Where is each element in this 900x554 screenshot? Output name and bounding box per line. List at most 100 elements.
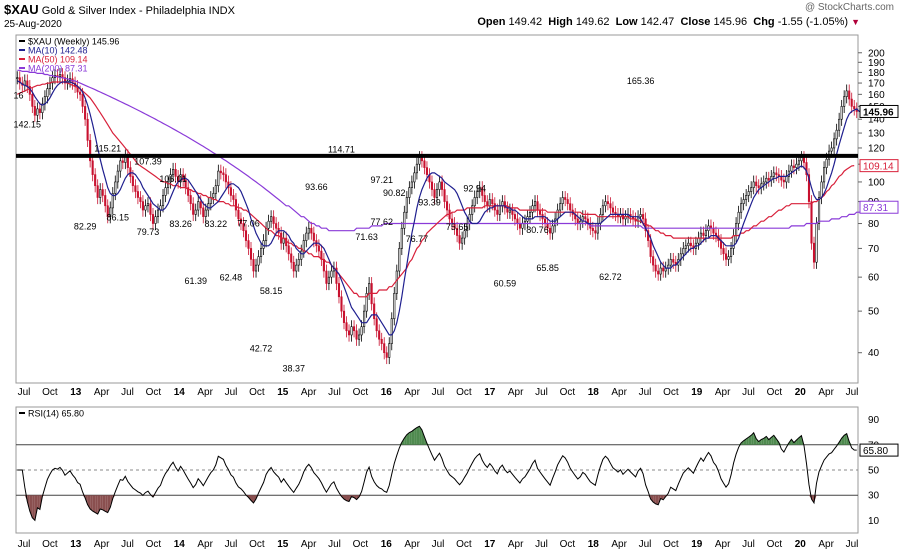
candle-body	[217, 170, 220, 187]
candle-body	[363, 310, 366, 327]
rsi-overbought-fill	[773, 435, 777, 445]
candle-body	[538, 209, 542, 215]
candle-body	[498, 205, 501, 215]
candle-body	[119, 160, 122, 172]
price-y-tick-label: 140	[868, 115, 885, 126]
price-annotation: 60.59	[494, 278, 517, 288]
candle-body	[820, 181, 823, 198]
candle-body	[244, 230, 248, 241]
candle-body	[755, 181, 758, 187]
candle-body	[775, 172, 778, 175]
candle-body	[345, 322, 348, 332]
rsi-x-tick-label: Jul	[742, 539, 755, 550]
price-marker-box	[859, 159, 899, 173]
candle-body	[292, 261, 295, 272]
candle-body	[712, 227, 715, 234]
candle-body	[516, 218, 519, 224]
candle-body	[297, 259, 300, 266]
rsi-overbought-fill	[414, 427, 417, 445]
candle-body	[18, 77, 21, 84]
price-annotation: 62.48	[220, 273, 243, 283]
rsi-overbought-fill	[753, 432, 757, 445]
candle-body	[187, 187, 190, 196]
candle-body	[202, 207, 205, 217]
legend-entry: MA(200) 87.31	[28, 64, 88, 74]
candle-body	[94, 174, 97, 187]
down-triangle-icon: ▼	[851, 17, 860, 27]
candle-body	[687, 242, 690, 247]
candle-body	[491, 199, 494, 204]
candle-body	[222, 172, 225, 175]
ma10-line	[17, 80, 865, 336]
price-annotation: 77.06	[237, 219, 260, 229]
candle-body	[310, 227, 313, 234]
candle-body	[420, 157, 423, 162]
candle-body	[591, 227, 594, 231]
candle-body	[458, 235, 461, 244]
candle-body	[275, 223, 278, 229]
chg-value: -1.55 (-1.05%)	[777, 16, 849, 28]
candle-body	[471, 205, 474, 215]
price-y-tick-label: 40	[868, 348, 880, 359]
rsi-oversold-fill	[34, 495, 38, 521]
candle-body	[704, 230, 707, 236]
candle-body	[337, 283, 341, 298]
candle-body	[697, 237, 700, 244]
watermark: @ StockCharts.com	[804, 2, 894, 13]
candle-body	[96, 185, 99, 198]
rsi-line	[17, 425, 857, 522]
rsi-x-tick-label: 13	[70, 539, 82, 550]
candle-body	[513, 214, 516, 220]
candle-body	[461, 237, 464, 244]
rsi-oversold-fill	[105, 495, 108, 513]
candle-body	[358, 334, 361, 340]
rsi-overbought-fill	[409, 431, 412, 445]
candle-body	[265, 227, 268, 241]
candle-body	[335, 267, 338, 284]
price-y-tick-label: 70	[868, 244, 880, 255]
candle-body	[413, 172, 416, 183]
price-x-tick-label: Apr	[301, 387, 317, 398]
price-annotation: 83.22	[205, 219, 228, 229]
candle-body	[179, 174, 182, 183]
price-annotation: 58.15	[260, 286, 283, 296]
candle-body	[559, 203, 562, 211]
price-x-tick-label: 14	[174, 387, 186, 398]
rsi-x-tick-label: Apr	[404, 539, 420, 550]
candle-body	[838, 118, 841, 131]
candle-body	[742, 199, 745, 204]
rsi-overbought-fill	[771, 435, 774, 445]
candle-body	[767, 177, 770, 181]
candle-body	[79, 91, 82, 95]
price-x-tick-label: 20	[795, 387, 807, 398]
price-x-tick-label: Oct	[146, 387, 162, 398]
candle-body	[604, 201, 607, 207]
candle-body	[375, 318, 378, 332]
candle-body	[740, 203, 743, 213]
rsi-overbought-fill	[751, 432, 754, 445]
candle-body	[702, 232, 705, 236]
candle-body	[425, 167, 429, 175]
candle-body	[239, 218, 243, 224]
candle-body	[750, 187, 753, 192]
rsi-overbought-fill	[404, 434, 407, 445]
price-annotation: 115.21	[94, 144, 121, 154]
rsi-x-tick-label: Apr	[611, 539, 627, 550]
candle-body	[752, 181, 755, 188]
rsi-y-tick-label: 30	[868, 491, 880, 502]
price-annotation: 65.85	[536, 263, 559, 273]
rsi-oversold-fill	[653, 495, 656, 504]
candle-body	[164, 187, 167, 196]
candle-body	[518, 223, 521, 229]
chg-label: Chg	[753, 16, 775, 28]
ohlc-readout: Open 149.42 High 149.62 Low 142.47 Close…	[477, 16, 860, 28]
candle-body	[353, 326, 356, 332]
rsi-overbought-fill	[419, 426, 422, 445]
open-value: 149.42	[508, 16, 543, 28]
rsi-x-tick-label: 18	[588, 539, 600, 550]
candle-body	[109, 207, 112, 217]
candle-body	[669, 259, 672, 266]
candle-body	[104, 195, 107, 207]
price-x-tick-label: Oct	[663, 387, 679, 398]
rsi-y-tick-label: 90	[868, 415, 880, 426]
